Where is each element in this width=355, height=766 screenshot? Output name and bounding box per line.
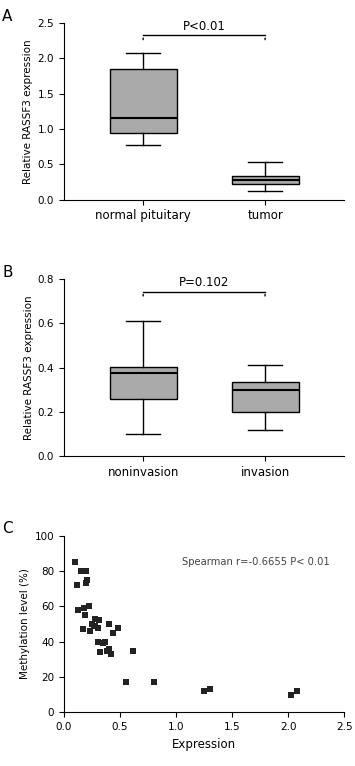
Point [80,624,86,636]
Y-axis label: Methylation level (%): Methylation level (%) [20,568,31,679]
PathPatch shape [110,69,177,133]
Point [76,604,81,616]
X-axis label: Expression: Expression [172,738,236,751]
Point [294,685,300,697]
Text: P<0.01: P<0.01 [183,20,225,33]
Point [96,614,102,627]
Point [201,685,207,697]
Text: B: B [2,265,13,280]
PathPatch shape [231,176,299,184]
Point [100,637,106,650]
Point [83,565,89,577]
Point [110,627,116,639]
Point [81,602,87,614]
Point [87,625,93,637]
Text: Spearman r=-0.6655 P< 0.01: Spearman r=-0.6655 P< 0.01 [182,557,329,567]
Point [82,609,88,621]
Point [151,676,157,689]
PathPatch shape [231,382,299,412]
Point [106,618,111,630]
Text: P=0.102: P=0.102 [179,276,229,289]
Point [288,689,293,701]
Point [123,676,129,689]
Point [104,644,109,656]
Point [103,636,108,648]
Text: C: C [2,522,13,536]
Point [131,644,136,656]
Point [95,636,100,648]
Y-axis label: Relative RASSF3 expression: Relative RASSF3 expression [23,296,33,440]
Point [207,683,213,696]
Point [115,621,121,633]
Text: A: A [2,9,12,24]
Point [83,578,89,590]
PathPatch shape [110,367,177,398]
Point [89,618,95,630]
Point [108,648,114,660]
Point [78,565,83,577]
Point [92,620,98,632]
Point [91,620,97,632]
Point [75,579,80,591]
Point [84,574,90,586]
Point [97,647,103,659]
Point [86,601,92,613]
Point [92,613,98,625]
Point [106,643,111,655]
Y-axis label: Relative RASSF3 expression: Relative RASSF3 expression [23,39,33,184]
Point [72,556,78,568]
Point [95,621,100,633]
